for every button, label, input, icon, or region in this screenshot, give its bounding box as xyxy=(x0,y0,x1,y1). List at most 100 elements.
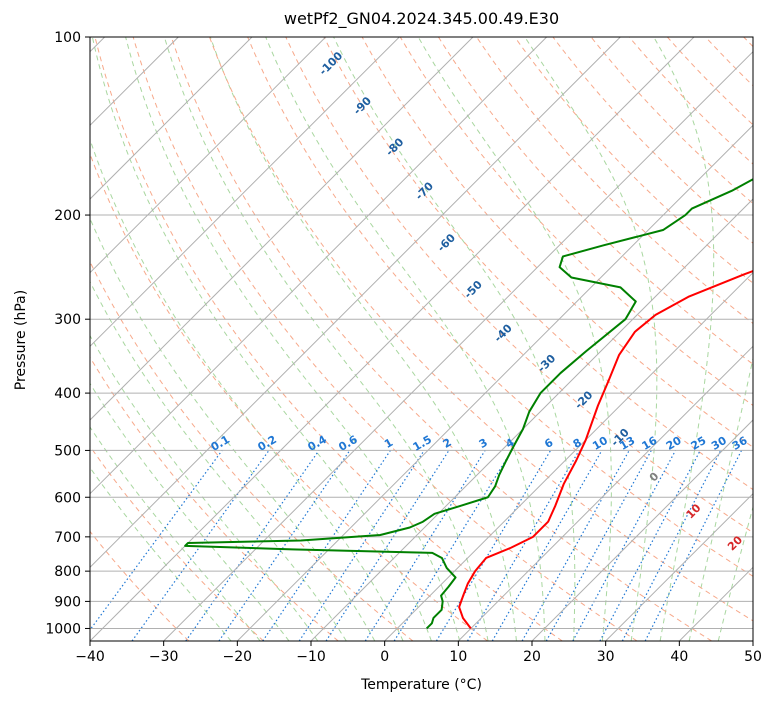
adiabat-label: 20 xyxy=(725,533,745,553)
chart-title: wetPf2_GN04.2024.345.00.49.E30 xyxy=(283,9,560,28)
y-tick-label: 500 xyxy=(54,443,81,459)
mixing-ratio-line xyxy=(572,450,677,641)
dry-adiabat-line xyxy=(399,37,753,407)
adiabat-label: -30 xyxy=(535,352,558,375)
dry-adiabat-line xyxy=(667,37,753,126)
dry-adiabat-line xyxy=(90,445,264,641)
mixing-ratio-label: 6 xyxy=(542,436,555,451)
x-tick-label: −20 xyxy=(223,649,253,665)
adiabat-label: -50 xyxy=(462,278,485,301)
grid-lines xyxy=(90,37,753,641)
isotherm-line xyxy=(236,124,753,641)
dry-adiabat-line xyxy=(590,37,753,205)
dry-adiabat-line xyxy=(438,37,753,365)
adiabat-label: 30 xyxy=(767,565,775,585)
mixing-ratio-line xyxy=(185,450,320,641)
mixing-ratio-label: 3 xyxy=(477,436,490,451)
mixing-ratio-line xyxy=(262,450,391,641)
dry-adiabat-line xyxy=(90,530,190,641)
mixing-ratio-label: 2 xyxy=(441,436,454,451)
dry-adiabat-line xyxy=(132,37,638,641)
moist-adiabat-line xyxy=(524,37,658,641)
isotherm-line xyxy=(90,37,695,641)
x-tick-label: 50 xyxy=(744,649,762,665)
y-tick-label: 100 xyxy=(54,30,81,46)
y-tick-label: 900 xyxy=(54,594,81,610)
moist-adiabat-line xyxy=(333,37,576,641)
mixing-ratio-line xyxy=(90,450,223,631)
mixing-ratio-line xyxy=(521,450,630,641)
y-tick-label: 300 xyxy=(54,312,81,328)
isotherm-line xyxy=(752,640,753,641)
isotherm-line xyxy=(531,419,753,641)
dry-adiabat-line xyxy=(285,37,753,534)
y-tick-label: 800 xyxy=(54,564,81,580)
moist-adiabats xyxy=(90,37,753,641)
y-tick-label: 700 xyxy=(54,530,81,546)
moist-adiabat-line xyxy=(90,466,232,641)
dewpoint-line xyxy=(184,178,753,630)
isotherm-line xyxy=(457,345,753,641)
x-tick-label: 0 xyxy=(380,649,389,665)
mixing-ratio-line xyxy=(435,450,552,641)
isotherm-line xyxy=(90,37,327,274)
y-tick-label: 400 xyxy=(54,386,81,402)
mixing-ratio-line xyxy=(218,450,351,641)
isotherm-line xyxy=(90,37,474,421)
isotherm-line xyxy=(310,198,753,641)
isotherm-line xyxy=(90,37,253,200)
mixing-ratio-line xyxy=(364,450,486,641)
dry-adiabat-line xyxy=(705,37,753,87)
y-tick-label: 200 xyxy=(54,208,81,224)
x-axis-label: Temperature (°C) xyxy=(361,677,482,693)
mixing-ratio-line xyxy=(325,450,450,641)
dry-adiabat-line xyxy=(90,356,339,641)
temperature-line xyxy=(458,270,753,630)
dry-adiabat-line xyxy=(323,37,753,491)
isotherm-line xyxy=(90,37,548,495)
adiabat-label: -100 xyxy=(317,49,346,78)
adiabat-label: -40 xyxy=(492,321,515,344)
profiles xyxy=(184,178,753,630)
x-tick-label: 10 xyxy=(449,649,467,665)
moist-adiabat-line xyxy=(417,37,612,641)
dry-adiabat-line xyxy=(94,37,563,641)
isotherm-line xyxy=(605,492,753,641)
x-tick-label: 20 xyxy=(523,649,541,665)
x-tick-label: 30 xyxy=(597,649,615,665)
dry-adiabat-line xyxy=(90,152,488,641)
x-tick-label: −10 xyxy=(296,649,326,665)
plot-frame xyxy=(89,36,754,642)
adiabat-label: -90 xyxy=(351,94,374,117)
isotherm-line xyxy=(90,37,400,348)
x-tick-label: −30 xyxy=(149,649,179,665)
adiabat-label: 0 xyxy=(647,469,662,484)
moist-adiabat-line xyxy=(90,137,404,641)
dry-adiabat-line xyxy=(209,37,753,622)
dry-adiabat-line xyxy=(743,37,753,48)
mixing-ratio-line xyxy=(491,450,603,641)
y-axis-label: Pressure (hPa) xyxy=(13,289,29,391)
mixing-ratio-lines xyxy=(90,450,743,641)
isotherm-line xyxy=(384,271,753,641)
y-tick-label: 1000 xyxy=(45,621,81,637)
adiabat-label: -60 xyxy=(435,231,458,254)
isotherm-line xyxy=(90,37,621,569)
mixing-ratio-line xyxy=(393,450,513,641)
moist-adiabat-line xyxy=(209,37,517,641)
plot-area: 0.1 0.2 0.4 0.6 1 1.5 2 3 4 6 8 10 13 16 20 25 30 36-100-… xyxy=(90,37,775,641)
moist-adiabat-line xyxy=(91,37,432,641)
adiabat-label: -20 xyxy=(572,388,595,411)
moist-adiabat-line xyxy=(90,334,319,641)
x-tick-label: −40 xyxy=(75,649,105,665)
mixing-ratio-line xyxy=(466,450,580,641)
moist-adiabat-line xyxy=(653,37,715,641)
moist-adiabat-line xyxy=(265,37,546,641)
adiabat-label: -80 xyxy=(383,135,406,158)
moist-adiabat-line xyxy=(90,382,290,641)
mixing-ratio-line xyxy=(298,450,425,641)
moist-adiabat-line xyxy=(90,426,261,641)
moist-adiabat-line xyxy=(90,217,376,641)
